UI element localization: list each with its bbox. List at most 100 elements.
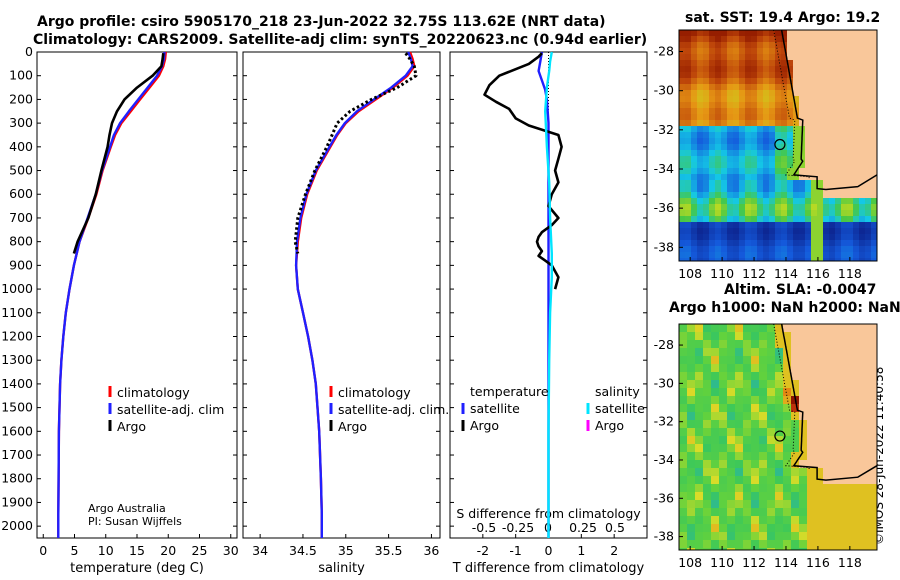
series-argo [72, 53, 165, 254]
y-tick-label: 1500 [1, 400, 33, 415]
annotation-line-2: PI: Susan Wijffels [88, 515, 182, 528]
map-y-tick-label: -30 [654, 83, 674, 98]
title-line-2: Climatology: CARS2009. Satellite-adj cli… [33, 32, 648, 48]
map-y-tick-label: -36 [654, 200, 674, 215]
coastline [780, 323, 878, 481]
y-tick-label: 1100 [1, 305, 33, 320]
map-sst: 108 110 112 114 116 118 -28 -30 -32 -34 -36 -38 [654, 29, 878, 281]
map-y-tick-label: -28 [654, 337, 674, 352]
y-tick-label: 1200 [1, 328, 33, 343]
x-tick-label: 34 [252, 543, 268, 558]
maps: 108 110 112 114 116 118 -28 -30 -32 -34 -36 -38 108 1… [654, 29, 878, 570]
x-tick-label: 0 [39, 543, 47, 558]
x-tick-label: 15 [129, 543, 145, 558]
annotation-line-1: Argo Australia [88, 502, 166, 515]
x-tick-label: 1 [577, 543, 585, 558]
panel-difference: -2 -1 0 1 2 T difference from climatology -0.5… [449, 51, 648, 576]
map-x-tick-label: 116 [806, 555, 830, 570]
map-cells [679, 30, 877, 261]
x-axis-label: salinity [318, 561, 365, 576]
map-y-tick-label: -28 [654, 44, 674, 59]
top-tick-label: -0.5 [472, 520, 496, 535]
map-x-tick-label: 112 [742, 555, 766, 570]
argo-position-marker [774, 430, 786, 442]
plot-frame [242, 51, 441, 539]
series-salinity-satellite [544, 51, 553, 538]
x-tick-label: 2 [610, 543, 618, 558]
map-cells [679, 324, 877, 550]
x-tick-label: 20 [160, 543, 176, 558]
map-x-tick-label: 110 [710, 555, 734, 570]
profile-plots: 0100200300400500600700800900100011001200… [1, 44, 648, 576]
legend-label: satellite [470, 401, 520, 416]
legend-label: satellite [595, 401, 645, 416]
coastline [780, 29, 878, 191]
legend-label: Argo [595, 418, 624, 433]
map-y-tick-label: -32 [654, 414, 674, 429]
legend-label: satellite-adj. clim [117, 402, 224, 417]
map-x-tick-label: 116 [806, 266, 830, 281]
shelf-contour [773, 323, 810, 470]
top-tick-label: 0.25 [569, 520, 597, 535]
y-tick-label: 500 [9, 163, 33, 178]
map-x-tick-label: 108 [678, 266, 702, 281]
y-tick-label: 1700 [1, 447, 33, 462]
map-x-tick-label: 114 [774, 266, 798, 281]
top-tick-label: -0.25 [502, 520, 534, 535]
y-tick-label: 900 [9, 257, 33, 272]
map-y-tick-label: -38 [654, 239, 674, 254]
y-tick-label: 1800 [1, 471, 33, 486]
x-tick-label: 36 [423, 543, 439, 558]
y-tick-label: 400 [9, 139, 33, 154]
map-y-tick-label: -34 [654, 452, 674, 467]
series-temperature-argo [483, 52, 563, 290]
y-tick-label: 2000 [1, 518, 33, 533]
series-argo [293, 52, 418, 254]
legend-label: Argo [117, 419, 146, 434]
y-tick-label: 700 [9, 210, 33, 225]
y-tick-label: 100 [9, 68, 33, 83]
legend-label: climatology [117, 385, 190, 400]
map-frame [678, 323, 878, 551]
y-tick-label: 300 [9, 115, 33, 130]
legend-label: climatology [338, 385, 411, 400]
x-tick-label: 35 [338, 543, 354, 558]
map-x-tick-label: 118 [838, 266, 862, 281]
map-y-tick-label: -32 [654, 122, 674, 137]
title-line-1: Argo profile: csiro 5905170_218 23-Jun-2… [37, 14, 606, 30]
x-axis-label: T difference from climatology [452, 561, 645, 576]
top-tick-label: 0.5 [605, 520, 625, 535]
x-tick-label: 5 [71, 543, 79, 558]
map-y-tick-label: -34 [654, 161, 674, 176]
map-y-tick-label: -38 [654, 529, 674, 544]
legend-label: Argo [470, 418, 499, 433]
y-tick-label: 200 [9, 91, 33, 106]
x-tick-label: 30 [223, 543, 239, 558]
map-x-tick-label: 114 [774, 555, 798, 570]
map-sla: 108 110 112 114 116 118 -28 -30 -32 -34 -36 -38 [654, 323, 878, 570]
x-tick-label: -2 [477, 543, 489, 558]
x-tick-label: 25 [192, 543, 208, 558]
map-x-tick-label: 110 [710, 266, 734, 281]
x-tick-label: 35.5 [375, 543, 403, 558]
y-tick-label: 1300 [1, 352, 33, 367]
y-tick-label: 1900 [1, 494, 33, 509]
sla-map-title-line-2: Argo h1000: NaN h2000: NaN [669, 300, 900, 316]
plot-frame [36, 51, 238, 539]
legend-title-temperature: temperature [470, 384, 549, 399]
y-tick-label: 1400 [1, 376, 33, 391]
series-satellite-adj-clim- [294, 51, 414, 538]
x-tick-label: 34.5 [289, 543, 317, 558]
map-y-tick-label: -36 [654, 490, 674, 505]
map-x-tick-label: 108 [678, 555, 702, 570]
y-tick-label: 1600 [1, 423, 33, 438]
map-frame [678, 29, 878, 262]
shelf-contour [773, 29, 810, 179]
x-axis-label: temperature (deg C) [70, 561, 204, 576]
x-tick-label: 10 [98, 543, 114, 558]
sst-map-title: sat. SST: 19.4 Argo: 19.2 [685, 10, 881, 26]
panel-salinity: 34 34.5 35 35.5 36 salinity climatology satelli… [242, 51, 449, 576]
panel-temperature: 0100200300400500600700800900100011001200… [1, 44, 239, 576]
y-tick-label: 600 [9, 186, 33, 201]
